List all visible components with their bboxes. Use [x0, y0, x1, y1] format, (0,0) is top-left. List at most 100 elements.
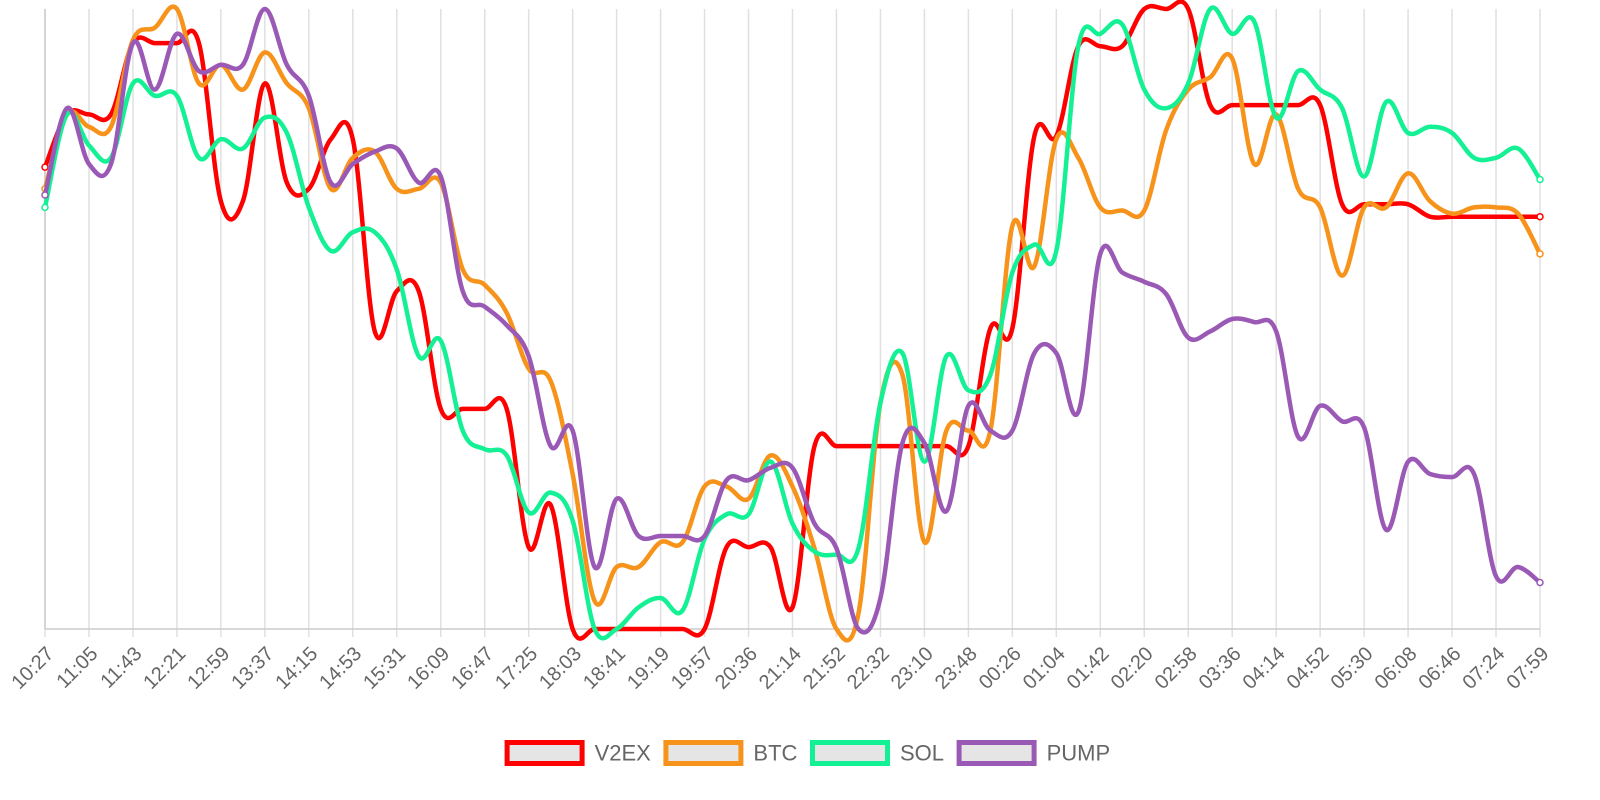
data-point-btc	[86, 124, 92, 129]
data-point-sol	[724, 512, 729, 517]
x-tick-label: 02:58	[1151, 643, 1202, 694]
legend-item-btc[interactable]: BTC	[663, 740, 798, 766]
legend: V2EX BTC SOL PUMP	[504, 740, 1110, 766]
data-point-v2ex	[262, 81, 267, 86]
data-point-sol	[1384, 99, 1389, 105]
data-point-v2ex	[196, 41, 201, 46]
data-point-v2ex	[636, 626, 641, 632]
data-point-sol	[900, 351, 905, 356]
data-point-sol	[1230, 31, 1235, 36]
data-point-btc	[1230, 56, 1235, 61]
data-point-v2ex	[1032, 134, 1037, 139]
data-point-pump	[86, 161, 92, 167]
data-point-sol	[966, 388, 971, 393]
data-point-btc	[1428, 199, 1433, 204]
data-point-btc	[416, 186, 421, 191]
series-pump	[41, 6, 1544, 635]
data-point-v2ex	[1230, 103, 1235, 108]
data-point-v2ex	[966, 444, 971, 449]
legend-label: V2EX	[595, 741, 652, 766]
data-point-sol	[790, 521, 795, 526]
data-point-pump	[372, 149, 377, 154]
data-point-v2ex	[1536, 212, 1544, 221]
x-tick-label: 18:41	[579, 643, 630, 694]
data-point-sol	[218, 137, 223, 142]
data-point-v2ex	[1252, 103, 1257, 108]
data-point-btc	[262, 50, 267, 55]
data-point-v2ex	[1406, 202, 1411, 207]
data-point-sol	[1252, 19, 1257, 24]
data-point-pump	[218, 62, 223, 67]
series-lines	[41, 0, 1544, 643]
data-point-btc	[1493, 205, 1499, 210]
data-point-v2ex	[1428, 214, 1433, 219]
series-sol	[41, 5, 1544, 641]
data-point-sol	[306, 205, 311, 210]
data-point-sol	[570, 518, 575, 523]
data-point-v2ex	[306, 186, 311, 191]
data-point-v2ex	[1186, 6, 1191, 12]
data-point-pump	[790, 465, 795, 470]
data-point-sol	[746, 512, 751, 517]
x-tick-label: 11:43	[96, 643, 146, 693]
data-point-btc	[1142, 208, 1147, 213]
data-point-pump	[1010, 428, 1015, 433]
data-point-btc	[394, 186, 399, 191]
data-point-btc	[856, 611, 861, 616]
data-point-pump	[1340, 419, 1345, 424]
data-point-sol	[240, 146, 245, 151]
legend-item-pump[interactable]: PUMP	[956, 740, 1110, 766]
data-point-v2ex	[1120, 44, 1125, 49]
x-tick-label: 14:53	[315, 643, 366, 694]
data-point-pump	[504, 323, 509, 328]
data-point-btc	[460, 267, 465, 272]
data-point-btc	[922, 540, 927, 545]
data-point-sol	[680, 608, 685, 613]
data-point-btc	[1208, 75, 1213, 80]
data-point-sol	[328, 248, 333, 253]
data-point-v2ex	[174, 41, 179, 46]
data-point-btc	[746, 496, 751, 501]
legend-item-sol[interactable]: SOL	[810, 740, 945, 766]
legend-item-v2ex[interactable]: V2EX	[504, 740, 652, 766]
x-tick-label: 23:48	[931, 643, 982, 694]
data-point-v2ex	[1340, 202, 1345, 207]
data-point-sol	[1296, 68, 1301, 74]
data-point-btc	[658, 540, 663, 545]
x-tick-label: 04:14	[1239, 643, 1290, 694]
data-point-pump	[1318, 403, 1323, 408]
data-point-btc	[592, 599, 597, 604]
data-point-sol	[86, 143, 92, 148]
data-point-btc	[570, 471, 575, 477]
data-point-sol	[416, 354, 421, 359]
data-point-v2ex	[108, 112, 114, 117]
data-point-pump	[988, 428, 993, 433]
data-point-sol	[768, 459, 773, 464]
data-point-sol	[130, 81, 135, 86]
data-point-v2ex	[1098, 44, 1103, 49]
x-tick-label: 11:05	[52, 643, 102, 693]
data-point-btc	[702, 484, 707, 489]
data-point-sol	[460, 428, 465, 433]
data-point-sol	[1515, 146, 1521, 151]
data-point-pump	[1186, 335, 1191, 340]
data-point-v2ex	[834, 444, 839, 449]
x-tick-label: 07:24	[1459, 643, 1510, 694]
data-point-v2ex	[746, 545, 751, 550]
data-point-sol	[350, 230, 355, 235]
data-point-pump	[966, 403, 971, 408]
data-point-sol	[504, 453, 509, 458]
data-point-sol	[1318, 87, 1323, 92]
data-point-pump	[328, 180, 333, 185]
data-point-btc	[1340, 273, 1345, 278]
data-point-sol	[526, 510, 531, 515]
data-point-btc	[1076, 155, 1081, 160]
data-point-pump	[262, 6, 267, 12]
data-point-btc	[966, 428, 971, 433]
data-point-sol	[1362, 174, 1367, 179]
data-point-btc	[504, 310, 509, 315]
data-point-v2ex	[394, 289, 399, 294]
data-point-pump	[1142, 279, 1147, 284]
data-point-sol	[1186, 81, 1191, 86]
data-point-sol	[1450, 130, 1455, 136]
